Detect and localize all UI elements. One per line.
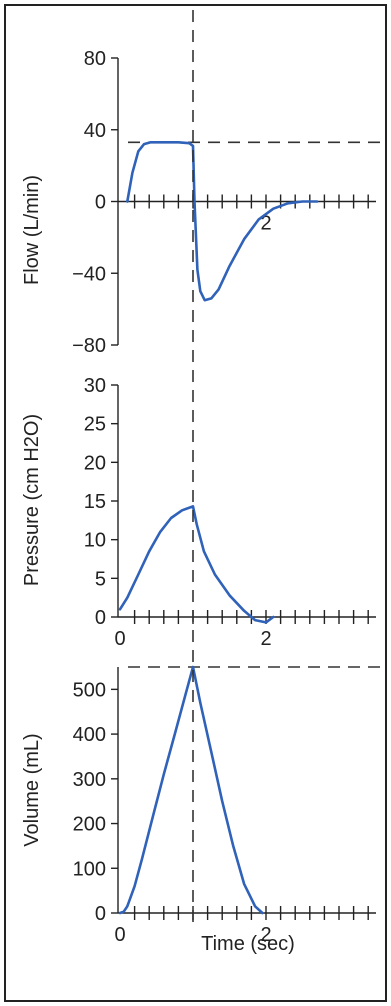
flow-panel: 80 40 0 −40 −80 2 Flow (L/min) <box>21 48 386 357</box>
pressure-y-tick-label: 20 <box>84 452 106 474</box>
pressure-y-axis-title: Pressure (cm H2O) <box>21 414 43 586</box>
pressure-y-tick-label: 5 <box>95 568 106 590</box>
pressure-y-tick-label: 15 <box>84 491 106 513</box>
pressure-panel: 0 5 10 15 20 25 30 0 2 Pressure (cm H2O) <box>21 375 376 650</box>
pressure-y-tick-label: 10 <box>84 530 106 552</box>
flow-y-tick-label: 40 <box>84 120 106 142</box>
pressure-curve <box>118 505 275 624</box>
volume-y-tick-label: 100 <box>73 858 106 880</box>
volume-y-axis-title: Volume (mL) <box>21 733 43 846</box>
time-x-axis-title: Time (sec) <box>201 933 295 955</box>
pressure-x-tick-label: 2 <box>260 628 271 650</box>
flow-y-tick-label: 0 <box>95 192 106 214</box>
volume-y-tick-label: 300 <box>73 769 106 791</box>
volume-y-tick-label: 400 <box>73 724 106 746</box>
pressure-y-tick-label: 0 <box>95 607 106 629</box>
flow-curve <box>126 141 319 302</box>
volume-x-tick-label: 0 <box>114 924 125 946</box>
volume-panel: 0 100 200 300 400 500 0 2 Volume (mL) Time (sec) <box>21 665 386 955</box>
pressure-y-tick-label: 25 <box>84 414 106 436</box>
volume-y-tick-label: 0 <box>95 903 106 925</box>
flow-y-tick-label: −80 <box>72 335 106 357</box>
pressure-x-tick-label: 0 <box>114 628 125 650</box>
volume-x-tick-label: 2 <box>260 924 271 946</box>
flow-y-tick-label: −40 <box>72 263 106 285</box>
figure-border <box>4 4 387 1002</box>
pressure-y-tick-label: 30 <box>84 375 106 397</box>
volume-y-tick-label: 200 <box>73 814 106 836</box>
flow-x-tick-label: 2 <box>260 213 271 235</box>
flow-y-axis-title: Flow (L/min) <box>21 175 43 285</box>
flow-y-tick-label: 80 <box>84 48 106 70</box>
volume-y-tick-label: 500 <box>73 679 106 701</box>
volume-curve <box>118 665 264 915</box>
